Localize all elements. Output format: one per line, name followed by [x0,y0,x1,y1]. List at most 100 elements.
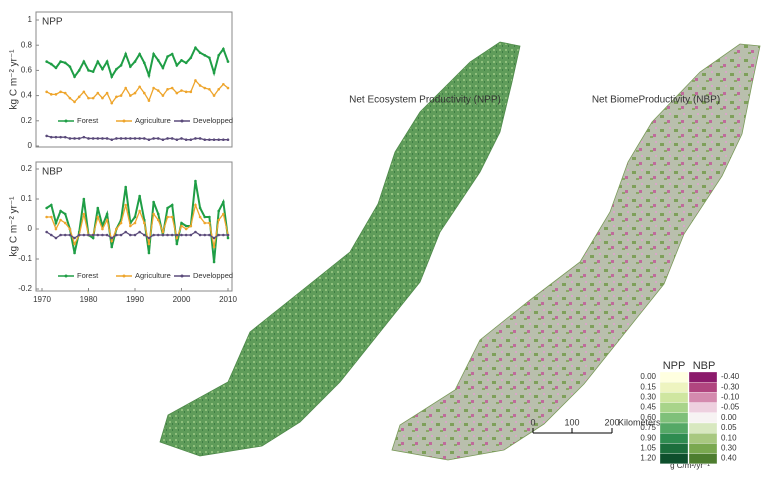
marker [50,233,53,237]
marker [115,67,118,71]
marker [226,60,230,63]
legend-label: 0.90 [640,433,656,442]
marker [110,236,114,240]
marker [222,82,225,86]
scale-label: 200 [604,417,619,427]
legend-label: Agriculture [135,271,171,280]
marker [166,88,169,91]
series-line [46,45,229,80]
marker [110,245,114,249]
marker [170,203,174,207]
marker [156,59,160,62]
marker [91,233,95,237]
legend-label: 0.05 [721,423,737,432]
marker [45,134,48,138]
legend-swatch [659,371,689,383]
legend-marker [122,119,126,123]
marker [175,138,179,141]
marker [138,137,141,140]
marker [138,209,141,213]
marker [133,137,137,140]
marker [170,215,174,219]
marker [156,218,160,222]
marker [203,233,207,237]
marker [161,233,165,237]
scale-label: 100 [564,417,579,427]
marker [189,138,193,141]
legend-label: 0.75 [640,423,656,432]
series-line [46,135,228,141]
marker [54,236,58,240]
marker [119,233,123,237]
legend-header: NBP [693,360,716,372]
marker [180,137,183,140]
x-tick-label: 2010 [219,295,237,304]
marker [54,227,58,231]
marker [54,66,58,70]
legend-marker [180,274,184,278]
marker [73,251,76,255]
marker [217,88,220,91]
legend-swatch [659,402,689,413]
marker [91,236,95,240]
marker [110,101,114,105]
marker [166,206,169,210]
marker [156,233,160,237]
x-tick-label: 1980 [80,295,98,304]
marker [87,96,90,100]
marker [166,233,169,237]
marker [143,233,146,237]
marker [194,46,197,50]
legend-label: -0.30 [721,382,740,391]
marker [59,218,62,222]
marker [119,94,123,97]
marker [59,90,62,94]
marker [208,138,211,141]
marker [175,236,179,240]
marker [124,86,127,90]
marker [73,100,76,104]
marker [54,135,58,139]
marker [161,230,165,234]
legend-label: Developped [193,116,233,125]
plot-frame [35,11,233,148]
marker [110,75,114,78]
marker [82,60,86,63]
legend-label: 0.30 [640,393,656,402]
legend-label: 0.40 [721,454,737,463]
marker [184,61,188,65]
marker [96,215,100,219]
marker [184,227,188,231]
marker [45,206,48,210]
marker [175,91,179,95]
legend-label: 1.20 [640,454,656,463]
marker [152,137,155,140]
legend-label: 0.60 [640,413,656,422]
series-line [46,79,229,105]
marker [189,224,193,228]
marker [222,212,225,216]
marker [147,99,151,102]
series-line [46,180,229,263]
marker [184,90,188,94]
marker [129,94,132,97]
marker [129,65,132,68]
scale-label: 0 [530,417,535,427]
marker [77,137,81,140]
marker [175,242,179,246]
marker [45,90,48,94]
marker [189,56,193,60]
legend-label: Forest [77,116,99,125]
marker [59,60,62,63]
marker [152,212,155,216]
marker [110,239,114,243]
map-title: Net Ecosystem Productivity (NPP) [349,95,501,106]
marker [73,137,76,140]
marker [208,221,211,225]
legend-marker [64,274,68,278]
marker [54,93,58,96]
marker [124,185,127,189]
marker [119,221,123,225]
legend-label: -0.05 [721,403,740,412]
